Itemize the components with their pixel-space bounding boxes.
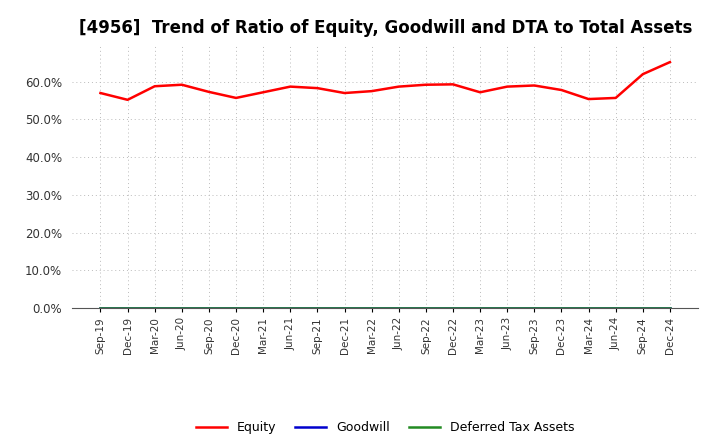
Deferred Tax Assets	[584, 305, 593, 311]
Deferred Tax Assets	[530, 305, 539, 311]
Equity	[395, 84, 403, 89]
Deferred Tax Assets	[150, 305, 159, 311]
Goodwill	[123, 305, 132, 311]
Equity	[204, 89, 213, 95]
Deferred Tax Assets	[341, 305, 349, 311]
Equity	[611, 95, 620, 101]
Goodwill	[584, 305, 593, 311]
Deferred Tax Assets	[259, 305, 268, 311]
Deferred Tax Assets	[232, 305, 240, 311]
Goodwill	[232, 305, 240, 311]
Goodwill	[204, 305, 213, 311]
Deferred Tax Assets	[286, 305, 294, 311]
Deferred Tax Assets	[313, 305, 322, 311]
Goodwill	[395, 305, 403, 311]
Goodwill	[313, 305, 322, 311]
Equity	[123, 97, 132, 103]
Deferred Tax Assets	[367, 305, 376, 311]
Equity	[286, 84, 294, 89]
Goodwill	[476, 305, 485, 311]
Equity	[639, 72, 647, 77]
Equity	[367, 88, 376, 94]
Goodwill	[530, 305, 539, 311]
Goodwill	[150, 305, 159, 311]
Equity	[449, 82, 457, 87]
Equity	[232, 95, 240, 101]
Equity	[96, 90, 105, 95]
Goodwill	[557, 305, 566, 311]
Deferred Tax Assets	[639, 305, 647, 311]
Goodwill	[341, 305, 349, 311]
Goodwill	[665, 305, 674, 311]
Goodwill	[367, 305, 376, 311]
Goodwill	[449, 305, 457, 311]
Deferred Tax Assets	[96, 305, 105, 311]
Deferred Tax Assets	[395, 305, 403, 311]
Legend: Equity, Goodwill, Deferred Tax Assets: Equity, Goodwill, Deferred Tax Assets	[191, 416, 580, 439]
Goodwill	[96, 305, 105, 311]
Goodwill	[611, 305, 620, 311]
Deferred Tax Assets	[476, 305, 485, 311]
Equity	[476, 90, 485, 95]
Goodwill	[259, 305, 268, 311]
Deferred Tax Assets	[421, 305, 430, 311]
Title: [4956]  Trend of Ratio of Equity, Goodwill and DTA to Total Assets: [4956] Trend of Ratio of Equity, Goodwil…	[78, 19, 692, 37]
Line: Equity: Equity	[101, 62, 670, 100]
Goodwill	[639, 305, 647, 311]
Equity	[665, 59, 674, 65]
Deferred Tax Assets	[123, 305, 132, 311]
Equity	[341, 90, 349, 95]
Goodwill	[286, 305, 294, 311]
Equity	[557, 88, 566, 93]
Goodwill	[503, 305, 511, 311]
Equity	[178, 82, 186, 88]
Equity	[313, 85, 322, 91]
Goodwill	[421, 305, 430, 311]
Equity	[259, 90, 268, 95]
Deferred Tax Assets	[449, 305, 457, 311]
Goodwill	[178, 305, 186, 311]
Deferred Tax Assets	[503, 305, 511, 311]
Equity	[503, 84, 511, 89]
Equity	[584, 96, 593, 102]
Equity	[150, 84, 159, 89]
Equity	[530, 83, 539, 88]
Deferred Tax Assets	[557, 305, 566, 311]
Deferred Tax Assets	[665, 305, 674, 311]
Deferred Tax Assets	[204, 305, 213, 311]
Deferred Tax Assets	[611, 305, 620, 311]
Equity	[421, 82, 430, 88]
Deferred Tax Assets	[178, 305, 186, 311]
